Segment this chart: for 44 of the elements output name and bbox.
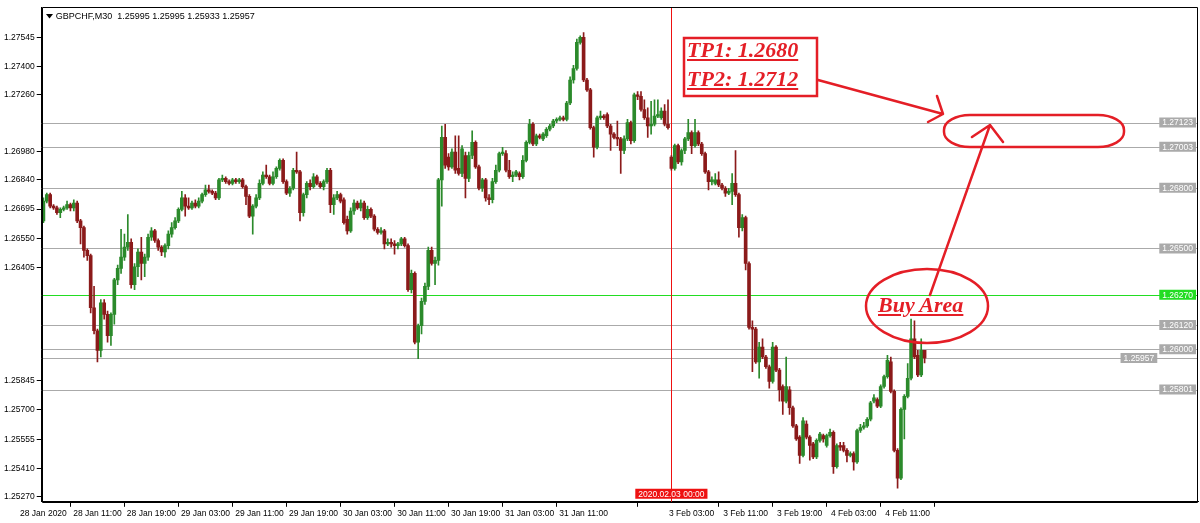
y-tick-label: 1.26980 <box>3 145 35 156</box>
x-tick-label: 29 Jan 11:00 <box>235 508 285 519</box>
x-tick-label: 28 Jan 19:00 <box>126 508 177 519</box>
x-tick-label: 31 Jan 11:00 <box>559 508 609 519</box>
ref-line-label: 1.27003 <box>1162 141 1194 152</box>
y-tick-label: 1.26840 <box>3 174 35 185</box>
annotation: TP1: 1.2680 <box>687 37 799 62</box>
ref-line-label: 1.25801 <box>1162 384 1194 395</box>
ref-line-label: 1.26800 <box>1162 182 1194 193</box>
y-tick-label: 1.26550 <box>3 232 35 243</box>
ref-line-label: 1.27123 <box>1162 117 1194 128</box>
x-tick-label: 30 Jan 11:00 <box>397 508 447 519</box>
y-tick-label: 1.25410 <box>3 462 35 473</box>
y-tick-label: 1.26695 <box>3 203 35 214</box>
y-tick-label: 1.27400 <box>3 61 35 72</box>
y-tick-label: 1.26405 <box>3 261 35 272</box>
y-tick-label: 1.25700 <box>3 404 35 415</box>
y-tick-label: 1.27545 <box>3 31 35 42</box>
y-tick-label: 1.25845 <box>3 374 35 385</box>
x-tick-label: 28 Jan 11:00 <box>73 508 122 519</box>
y-tick-label: 1.25555 <box>3 433 35 444</box>
text: GBPCHF,M30 1.25995 1.25995 1.25933 1.25957 <box>55 11 255 23</box>
x-tick-label: 31 Jan 03:00 <box>505 508 555 519</box>
x-tick-label: 30 Jan 19:00 <box>450 508 501 519</box>
ref-line-label: 1.25957 <box>1123 352 1155 363</box>
x-tick-label: 4 Feb 11:00 <box>885 508 931 519</box>
ref-line-label: 1.26000 <box>1162 344 1194 355</box>
annotation: TP2: 1.2712 <box>687 66 799 91</box>
ref-line-label: 1.26120 <box>1162 319 1194 330</box>
annotation: Buy Area <box>878 292 964 317</box>
x-tick-label: 28 Jan 2020 <box>20 508 68 519</box>
x-tick-label: 3 Feb 11:00 <box>723 508 769 519</box>
x-tick-label: 3 Feb 19:00 <box>776 508 823 519</box>
x-tick-label: 30 Jan 03:00 <box>342 508 393 519</box>
ref-line-label: 1.26270 <box>1162 289 1194 300</box>
x-tick-label: 29 Jan 03:00 <box>180 508 231 519</box>
x-tick-label: 29 Jan 19:00 <box>288 508 339 519</box>
ref-line-label: 1.26500 <box>1162 243 1194 254</box>
x-tick-label: 3 Feb 03:00 <box>668 508 715 519</box>
x-tick-label: 4 Feb 03:00 <box>831 508 877 519</box>
y-tick-label: 1.27260 <box>3 89 35 100</box>
candlestick <box>666 99 670 130</box>
x-tick-label: 2020.02.03 00:00 <box>638 488 705 499</box>
y-tick-label: 1.25270 <box>3 491 35 502</box>
